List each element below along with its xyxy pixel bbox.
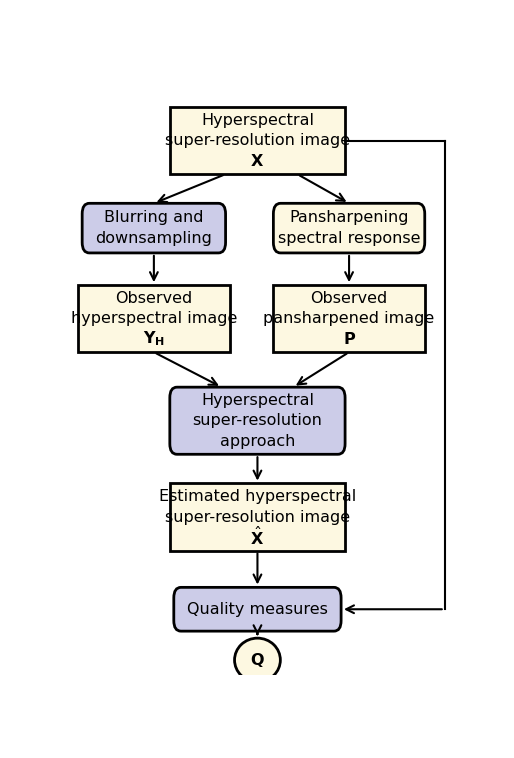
Bar — [170, 107, 345, 174]
Text: spectral response: spectral response — [278, 231, 420, 246]
Text: downsampling: downsampling — [96, 231, 212, 246]
Text: Hyperspectral: Hyperspectral — [201, 113, 314, 128]
Bar — [273, 285, 425, 352]
Ellipse shape — [234, 638, 280, 682]
Text: approach: approach — [220, 434, 295, 449]
Bar — [78, 285, 230, 352]
Text: super-resolution image: super-resolution image — [165, 133, 350, 148]
Text: $\mathbf{Q}$: $\mathbf{Q}$ — [250, 651, 265, 669]
Text: super-resolution: super-resolution — [193, 413, 322, 428]
Text: Pansharpening: Pansharpening — [289, 210, 409, 225]
Text: $\mathbf{Y}_{\mathbf{H}}$: $\mathbf{Y}_{\mathbf{H}}$ — [143, 330, 165, 348]
Bar — [170, 484, 345, 550]
Text: Estimated hyperspectral: Estimated hyperspectral — [159, 489, 356, 504]
Text: Hyperspectral: Hyperspectral — [201, 393, 314, 408]
Text: Observed: Observed — [310, 291, 388, 305]
FancyBboxPatch shape — [273, 203, 425, 253]
FancyBboxPatch shape — [82, 203, 226, 253]
FancyBboxPatch shape — [170, 387, 345, 454]
Text: pansharpened image: pansharpened image — [264, 311, 435, 326]
FancyBboxPatch shape — [174, 587, 341, 631]
Text: super-resolution image: super-resolution image — [165, 509, 350, 525]
Text: $\mathbf{P}$: $\mathbf{P}$ — [342, 331, 356, 347]
Text: Observed: Observed — [115, 291, 193, 305]
Text: Quality measures: Quality measures — [187, 602, 328, 617]
Text: Blurring and: Blurring and — [104, 210, 204, 225]
Text: $\mathbf{X}$: $\mathbf{X}$ — [250, 153, 265, 169]
Text: hyperspectral image: hyperspectral image — [71, 311, 237, 326]
Text: $\hat{\mathbf{X}}$: $\hat{\mathbf{X}}$ — [250, 526, 265, 548]
